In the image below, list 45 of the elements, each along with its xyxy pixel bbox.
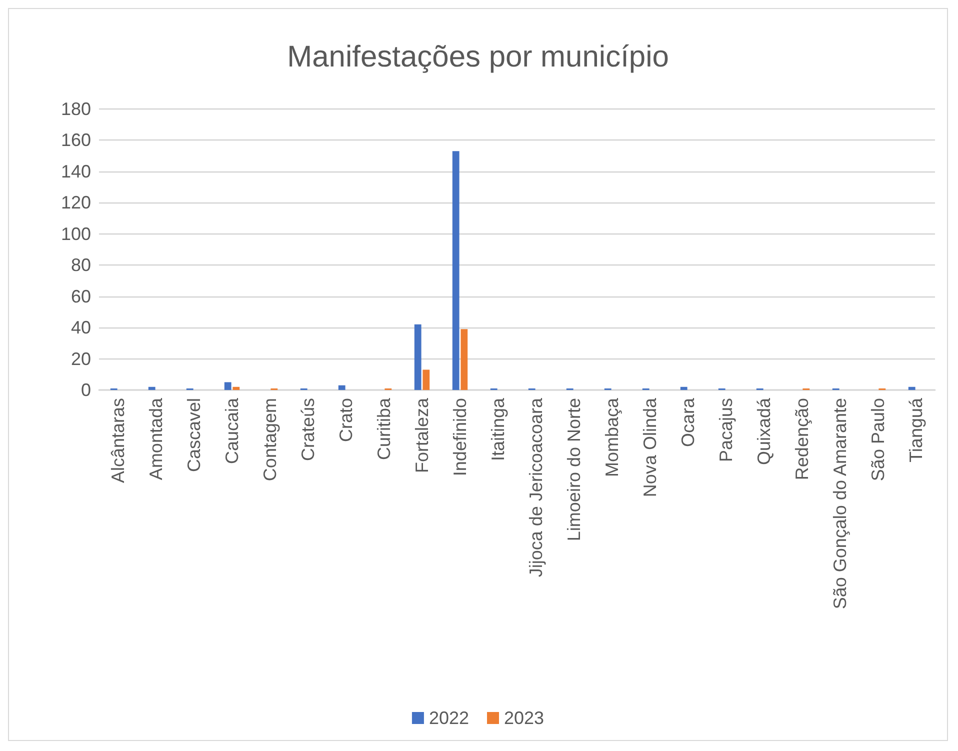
x-tick-label: Mombaça bbox=[602, 397, 622, 478]
bar bbox=[148, 386, 156, 390]
chart-title: Manifestações por município bbox=[287, 40, 669, 74]
y-tick-label: 20 bbox=[70, 348, 91, 369]
x-tick-label: Redenção bbox=[792, 398, 812, 480]
bar bbox=[460, 329, 468, 390]
y-tick-label: 80 bbox=[70, 255, 91, 276]
bar bbox=[908, 386, 916, 390]
x-tick-label: Limoeiro do Norte bbox=[564, 398, 584, 542]
bar bbox=[452, 151, 460, 390]
x-tick-label: Amontada bbox=[146, 397, 166, 480]
x-tick-label: Fortaleza bbox=[412, 397, 432, 474]
x-tick-label: Cascavel bbox=[184, 398, 204, 472]
y-tick-label: 140 bbox=[60, 161, 91, 182]
y-tick-label: 40 bbox=[70, 318, 91, 338]
x-tick-label: Pacajus bbox=[716, 398, 736, 462]
x-tick-label: Ocara bbox=[678, 397, 698, 448]
bar bbox=[338, 385, 346, 390]
y-tick-label: 160 bbox=[60, 130, 91, 150]
legend-label: 2022 bbox=[428, 708, 470, 728]
bar bbox=[232, 386, 240, 390]
x-tick-label: São Paulo bbox=[868, 398, 888, 482]
bar bbox=[422, 370, 430, 390]
x-tick-label: Tianguá bbox=[906, 397, 926, 462]
x-tick-label: Nova Olinda bbox=[640, 397, 660, 498]
x-tick-label: São Gonçalo do Amarante bbox=[830, 398, 850, 610]
bar bbox=[224, 382, 232, 390]
y-tick-label: 60 bbox=[70, 286, 91, 306]
x-tick-label: Quixadá bbox=[754, 397, 774, 466]
y-tick-label: 0 bbox=[80, 380, 91, 400]
x-tick-label: Alcântaras bbox=[108, 398, 128, 484]
y-tick-label: 180 bbox=[60, 99, 91, 119]
legend-label: 2023 bbox=[504, 708, 544, 728]
bar bbox=[414, 324, 422, 390]
x-tick-label: Crateús bbox=[298, 398, 318, 462]
x-tick-label: Crato bbox=[336, 398, 356, 442]
bar bbox=[680, 386, 688, 390]
x-tick-label: Caucaia bbox=[222, 397, 242, 464]
x-tick-label: Curitiba bbox=[374, 397, 394, 460]
x-tick-label: Indefinido bbox=[450, 398, 470, 476]
x-tick-label: Jijoca de Jericoacoara bbox=[526, 397, 546, 578]
y-tick-label: 120 bbox=[60, 192, 91, 213]
y-tick-label: 100 bbox=[60, 224, 91, 244]
x-tick-label: Itaitinga bbox=[488, 397, 508, 462]
x-tick-label: Contagem bbox=[260, 398, 280, 482]
